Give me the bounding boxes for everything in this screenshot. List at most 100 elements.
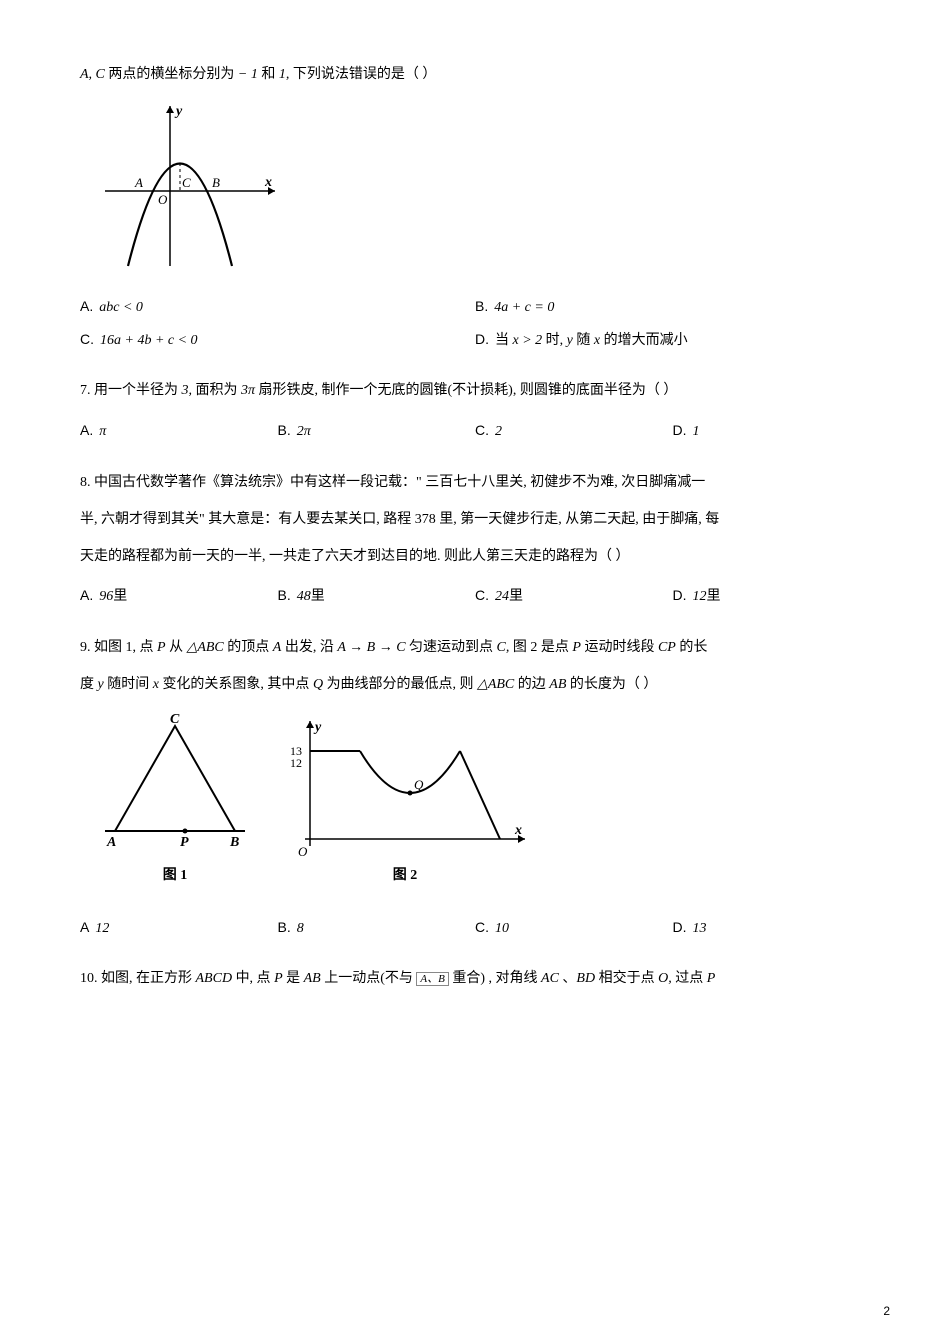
optD-mid2: 随	[573, 333, 594, 348]
q6-ac: A, C	[80, 67, 105, 82]
t: 的顶点	[227, 640, 273, 655]
q9-figure: C A P B 图 1 O y x 13 12 Q 图 2	[100, 711, 870, 892]
q6-post: 下列说法错误的是（ ）	[293, 67, 437, 82]
t: 从	[169, 640, 187, 655]
svg-text:B: B	[212, 175, 220, 190]
q8-optA: A.96 里	[80, 580, 278, 613]
optC-text: 16a + 4b + c < 0	[100, 326, 198, 357]
svg-text:A: A	[134, 175, 143, 190]
q8-l1: 中国古代数学著作《算法统宗》中有这样一段记载：" 三百七十八里关, 初健步不为难…	[91, 475, 706, 490]
label: A.	[80, 415, 93, 446]
t: AB	[549, 677, 566, 692]
optD-cond: x > 2	[513, 333, 543, 348]
q6-optD: D. 当 x > 2 时, y 随 x 的增大而减小	[475, 324, 870, 357]
svg-text:C: C	[182, 175, 191, 190]
t: 是	[286, 971, 304, 986]
svg-text:x: x	[264, 175, 272, 190]
t: A	[273, 640, 282, 655]
box: A、B	[416, 972, 448, 986]
label: B.	[278, 415, 291, 446]
q9-options: A12 B.8 C.10 D.13	[80, 912, 870, 945]
t: 出发, 沿	[285, 640, 338, 655]
optD-mid: 时,	[542, 333, 567, 348]
t: 随时间	[107, 677, 153, 692]
q6-options: A. abc < 0 B. 4a + c = 0 C. 16a + 4b + c…	[80, 291, 870, 357]
label: C.	[475, 415, 489, 446]
unit: 里	[509, 582, 523, 613]
q8-optD: D.12 里	[673, 580, 871, 613]
q8-optB: B.48 里	[278, 580, 476, 613]
q10: 10. 如图, 在正方形 ABCD 中, 点 P 是 AB 上一动点(不与 A、…	[80, 964, 870, 995]
svg-text:O: O	[298, 844, 308, 859]
q9-optD: D.13	[673, 912, 871, 945]
q8-l2: 半, 六朝才得到其关" 其大意是：有人要去某关口, 路程 378 里, 第一天健…	[80, 505, 870, 536]
q6-text: 两点的横坐标分别为	[108, 67, 238, 82]
label: B.	[278, 912, 291, 943]
t: P	[157, 640, 166, 655]
num: 24	[495, 582, 509, 613]
label: C.	[475, 580, 489, 611]
t: O,	[658, 971, 672, 986]
t: Q	[313, 677, 323, 692]
svg-text:P: P	[180, 835, 189, 850]
t: 的长度为（ ）	[570, 677, 658, 692]
q10-num: 10.	[80, 971, 98, 986]
text: 10	[495, 914, 509, 945]
text: 1	[693, 417, 700, 448]
text: 12	[95, 914, 109, 945]
q8: 8. 中国古代数学著作《算法统宗》中有这样一段记载：" 三百七十八里关, 初健步…	[80, 468, 870, 572]
svg-text:x: x	[514, 823, 522, 838]
optA-label: A.	[80, 291, 93, 322]
q6-intro: A, C 两点的横坐标分别为 − 1 和 1, 下列说法错误的是（ ）	[80, 60, 870, 91]
t: △ABC	[187, 640, 224, 655]
label: C.	[475, 912, 489, 943]
text: π	[99, 417, 106, 448]
q9-optC: C.10	[475, 912, 673, 945]
q9-fig1: C A P B 图 1	[100, 711, 250, 892]
t: △ABC	[477, 677, 514, 692]
num: 48	[297, 582, 311, 613]
q7-optA: A.π	[80, 415, 278, 448]
text: 2	[495, 417, 502, 448]
unit: 里	[311, 582, 325, 613]
q7-optC: C.2	[475, 415, 673, 448]
fig2-caption: 图 2	[280, 861, 530, 892]
parabola-svg: x y A O C B	[100, 101, 280, 271]
q7-options: A.π B.2π C.2 D.1	[80, 415, 870, 448]
q7-r: 3,	[182, 383, 193, 398]
t: 的边	[518, 677, 550, 692]
q6-optB: B. 4a + c = 0	[475, 291, 870, 324]
optB-label: B.	[475, 291, 488, 322]
q9-num: 9.	[80, 640, 91, 655]
label: D.	[673, 415, 687, 446]
q9-line2: 度 y 随时间 x 变化的关系图象, 其中点 Q 为曲线部分的最低点, 则 △A…	[80, 670, 870, 701]
q9-line1: 9. 如图 1, 点 P 从 △ABC 的顶点 A 出发, 沿 A → B → …	[80, 633, 870, 664]
t: AB	[304, 971, 321, 986]
q6-neg1: − 1	[238, 67, 258, 82]
unit: 里	[707, 582, 721, 613]
page-number: 2	[883, 1298, 890, 1324]
t: 图 2 是点	[513, 640, 573, 655]
t: 上一动点(不与	[324, 971, 416, 986]
fig1-caption: 图 1	[100, 861, 250, 892]
t: 运动时线段	[584, 640, 658, 655]
svg-text:12: 12	[290, 756, 302, 770]
optD-post: 的增大而减小	[600, 333, 688, 348]
svg-text:B: B	[229, 835, 239, 850]
q8-options: A.96 里 B.48 里 C.24 里 D.12 里	[80, 580, 870, 613]
svg-text:O: O	[158, 192, 168, 207]
t: 的长	[679, 640, 707, 655]
optD-pre: 当	[495, 333, 513, 348]
t: P	[274, 971, 283, 986]
t: 变化的关系图象, 其中点	[162, 677, 313, 692]
num: 12	[693, 582, 707, 613]
t: y	[98, 677, 104, 692]
t: 如图, 在正方形	[101, 971, 196, 986]
unit: 里	[113, 582, 127, 613]
q7-optB: B.2π	[278, 415, 476, 448]
t: 为曲线部分的最低点, 则	[327, 677, 478, 692]
svg-text:A: A	[106, 835, 116, 850]
q7-mid: 面积为	[196, 383, 242, 398]
t: AC	[541, 971, 559, 986]
t: BD	[576, 971, 595, 986]
